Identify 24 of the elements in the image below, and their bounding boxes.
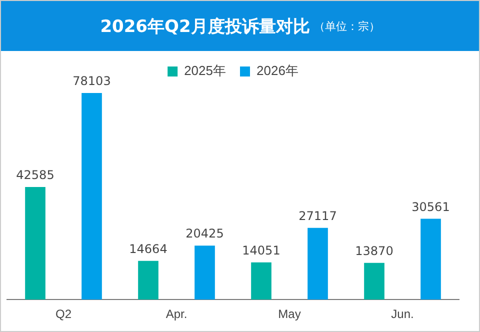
legend-label: 2026年	[256, 63, 298, 78]
bar	[194, 246, 215, 300]
data-label: 14051	[242, 244, 280, 258]
data-label: 20425	[186, 226, 224, 241]
bar	[82, 93, 102, 300]
chart-title: 2026年Q2月度投诉量对比	[100, 16, 310, 38]
bar	[251, 262, 272, 300]
bar	[138, 260, 158, 300]
data-label: 78103	[72, 74, 111, 88]
data-label: 30561	[412, 200, 450, 214]
x-tick-label: Apr.	[166, 307, 188, 322]
x-tick-label: May	[278, 307, 301, 322]
bar	[420, 218, 441, 300]
x-tick-label: Q2	[55, 307, 72, 322]
data-label: 27117	[298, 209, 337, 223]
chart-subtitle: （单位：宗）	[314, 18, 380, 34]
data-label: 42585	[16, 168, 54, 182]
x-tick-label: Jun.	[391, 307, 414, 322]
data-label: 13870	[355, 244, 394, 258]
bar	[25, 186, 46, 300]
bar	[364, 262, 384, 300]
legend-label: 2025年	[184, 63, 226, 78]
data-label: 14664	[129, 242, 168, 256]
bar	[308, 228, 328, 300]
